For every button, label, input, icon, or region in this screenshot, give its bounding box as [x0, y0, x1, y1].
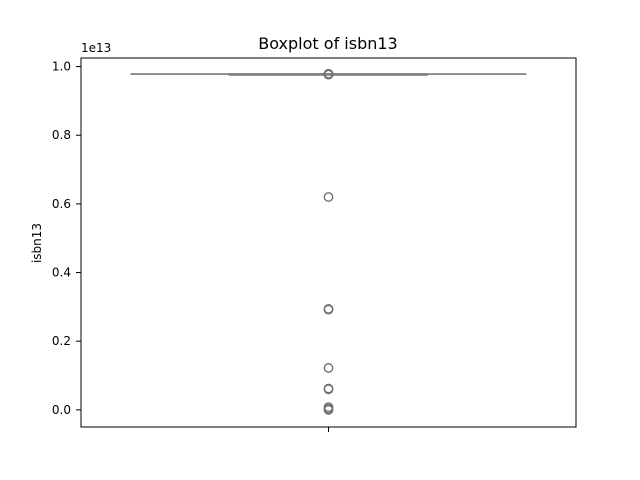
outlier-point — [323, 192, 334, 202]
outlier-point — [323, 363, 334, 373]
y-tick-label: 0.4 — [52, 266, 71, 280]
chart-title: Boxplot of isbn13 — [258, 34, 397, 53]
y-tick-label: 0.0 — [52, 403, 71, 417]
y-axis-exponent-label: 1e13 — [81, 41, 111, 55]
outlier-point — [323, 384, 334, 395]
box-layer — [130, 73, 527, 76]
outlier-layer — [323, 68, 334, 415]
y-tick-label: 0.8 — [52, 128, 71, 142]
y-tick-label: 1.0 — [52, 60, 71, 74]
outlier-point — [323, 304, 334, 315]
y-axis-ticks: 0.0 0.2 0.4 0.6 0.8 1.0 — [52, 60, 81, 417]
outlier-point — [323, 69, 334, 80]
outlier-point — [323, 404, 334, 415]
y-axis-label: isbn13 — [30, 223, 44, 263]
y-tick-label: 0.6 — [52, 197, 71, 211]
y-axis-label-group: isbn13 — [30, 223, 44, 263]
y-tick-label: 0.2 — [52, 334, 71, 348]
